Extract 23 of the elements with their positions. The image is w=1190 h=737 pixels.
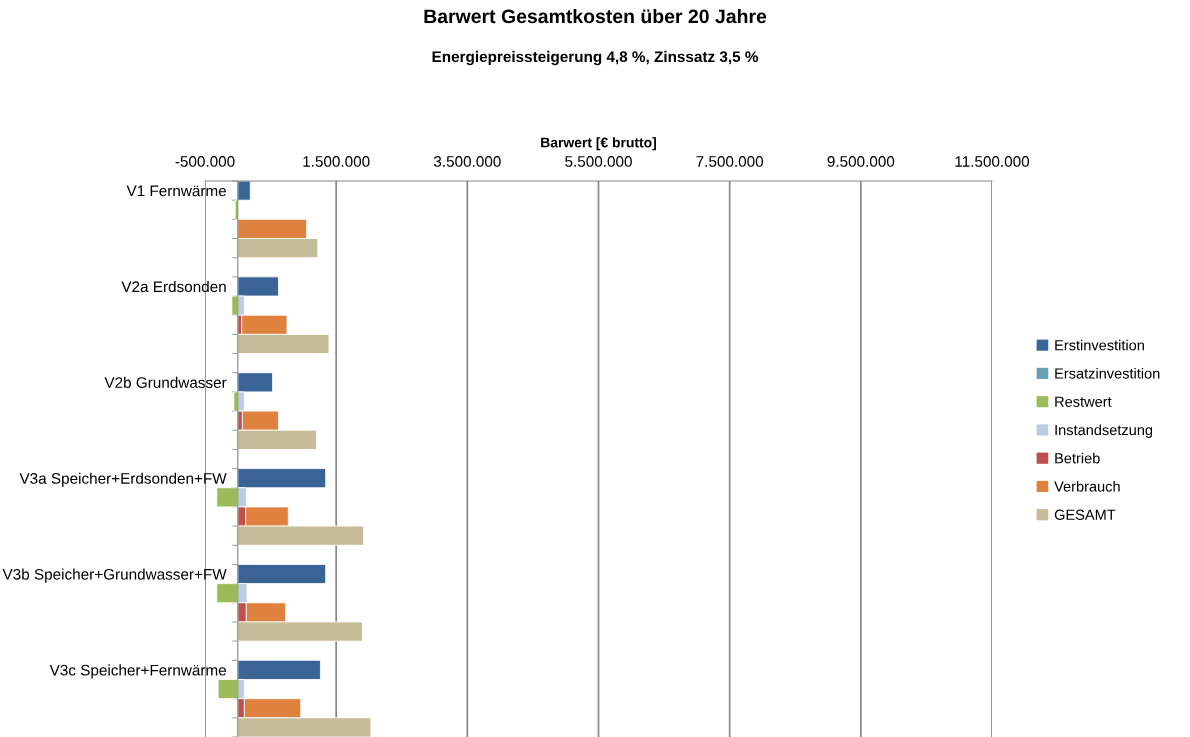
- y-tick-label: V2b Grundwasser: [104, 376, 227, 388]
- x-tick-label: 9.500.000: [827, 156, 895, 167]
- legend-label: Erstinvestition: [1055, 339, 1144, 351]
- chart-title: Barwert Gesamtkosten über 20 Jahre: [424, 8, 767, 24]
- legend-label: GESAMT: [1054, 509, 1116, 520]
- chart-subtitle: Energiepreissteigerung 4,8 %, Zinssatz 3,5 %: [432, 50, 759, 66]
- legend-label: Ersatzinvestition: [1055, 367, 1160, 379]
- legend-label: Instandsetzung: [1055, 424, 1153, 439]
- x-tick-label: 5.500.000: [565, 156, 632, 167]
- y-tick-label: V3b Speicher+Grundwasser+FW: [2, 568, 227, 583]
- x-tick-label: 1.500.000: [303, 156, 370, 167]
- legend-label: Betrieb: [1055, 452, 1100, 464]
- x-tick-label: 7.500.000: [696, 156, 764, 167]
- y-tick-label: V3c Speicher+Fernwärme: [49, 664, 227, 679]
- y-tick-label: V3a Speicher+Erdsonden+FW: [19, 472, 227, 487]
- x-tick-label: -500.000: [175, 156, 235, 167]
- y-tick-label: V1 Fernwärme: [126, 185, 227, 197]
- x-axis-title: Barwert [€ brutto]: [541, 137, 656, 151]
- legend-label: Verbrauch: [1054, 480, 1120, 492]
- legend-label: Restwert: [1055, 396, 1112, 407]
- y-tick-label: V2a Erdsonden: [121, 280, 226, 293]
- x-tick-label: 3.500.000: [433, 156, 501, 167]
- x-tick-label: 11.500.000: [955, 156, 1030, 167]
